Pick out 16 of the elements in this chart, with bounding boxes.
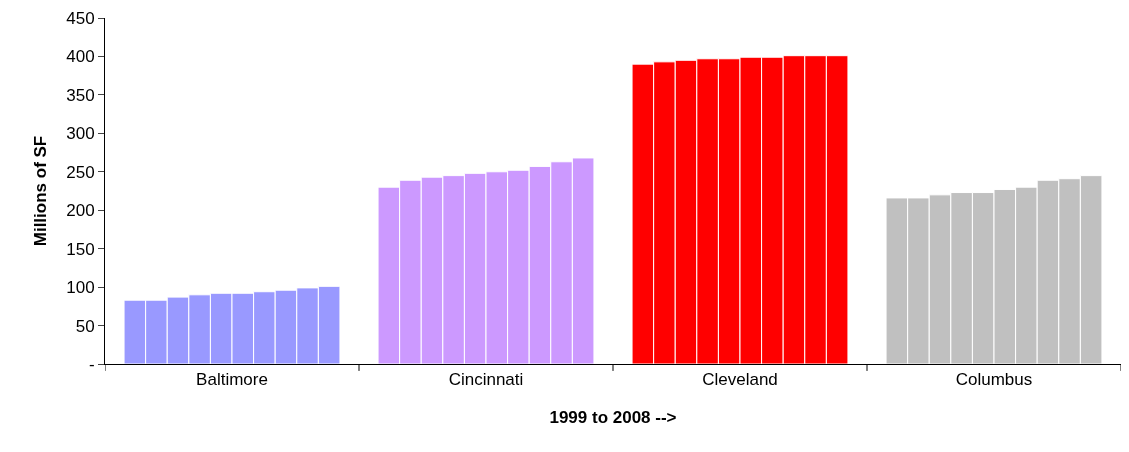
y-tick-label: 50 <box>75 316 95 336</box>
y-tick-label: 350 <box>66 85 95 105</box>
x-tick-label: Columbus <box>955 370 1033 390</box>
y-tick-label: 400 <box>66 47 95 67</box>
y-tick-label: 300 <box>66 124 95 144</box>
x-tick-label: Cincinnati <box>448 370 524 390</box>
y-tick-label: 450 <box>66 8 95 28</box>
y-tick-label: 250 <box>66 162 95 182</box>
x-tick-label: Baltimore <box>196 370 268 390</box>
x-tick-label: Cleveland <box>702 370 778 390</box>
x-axis-title: 1999 to 2008 --> <box>549 407 677 427</box>
y-tick-label: - <box>88 354 95 374</box>
y-tick-label: 100 <box>66 278 95 298</box>
y-tick-label: 150 <box>66 239 95 259</box>
y-tick-label: 200 <box>66 201 95 221</box>
y-axis-title: Millions of SF <box>30 135 50 247</box>
